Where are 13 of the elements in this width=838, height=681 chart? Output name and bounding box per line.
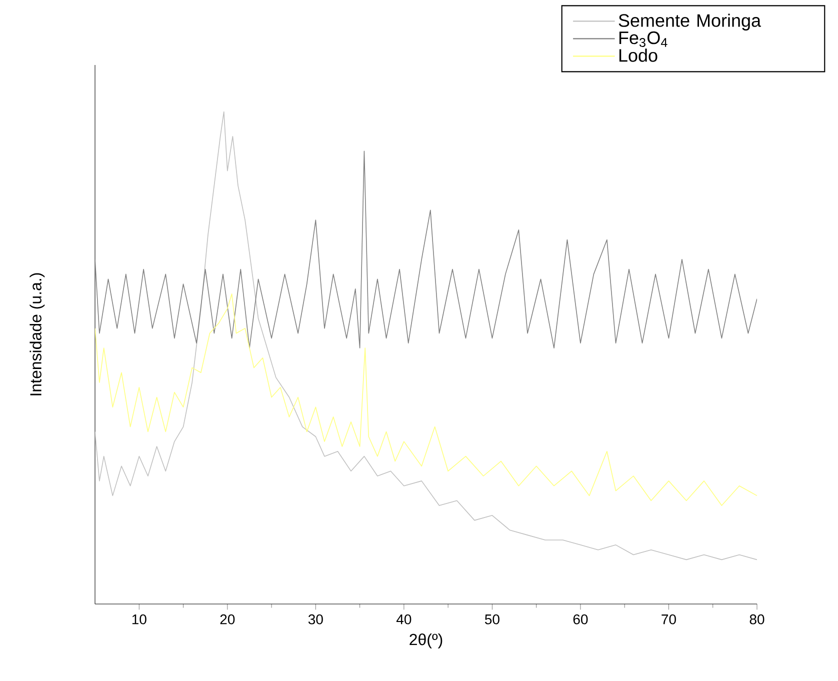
legend-label: Semente Moringa [618,14,762,30]
x-tick-label: 70 [662,614,676,624]
x-tick-label: 40 [396,614,412,624]
legend-label: Lodo [619,48,658,62]
x-tick-label: 10 [132,614,146,624]
x-tick-label: 60 [573,614,588,624]
x-tick-label: 20 [220,614,235,624]
legend-label: Fe$_{3}$O$_{4}$ [619,31,668,47]
x-tick-label: 80 [750,614,764,624]
y-axis-title: Intensidade (u.a.) [30,273,45,396]
x-tick-label: 50 [484,614,500,624]
x-tick-label: 30 [308,614,323,624]
x-axis-title: 2θ(º) [410,633,442,648]
